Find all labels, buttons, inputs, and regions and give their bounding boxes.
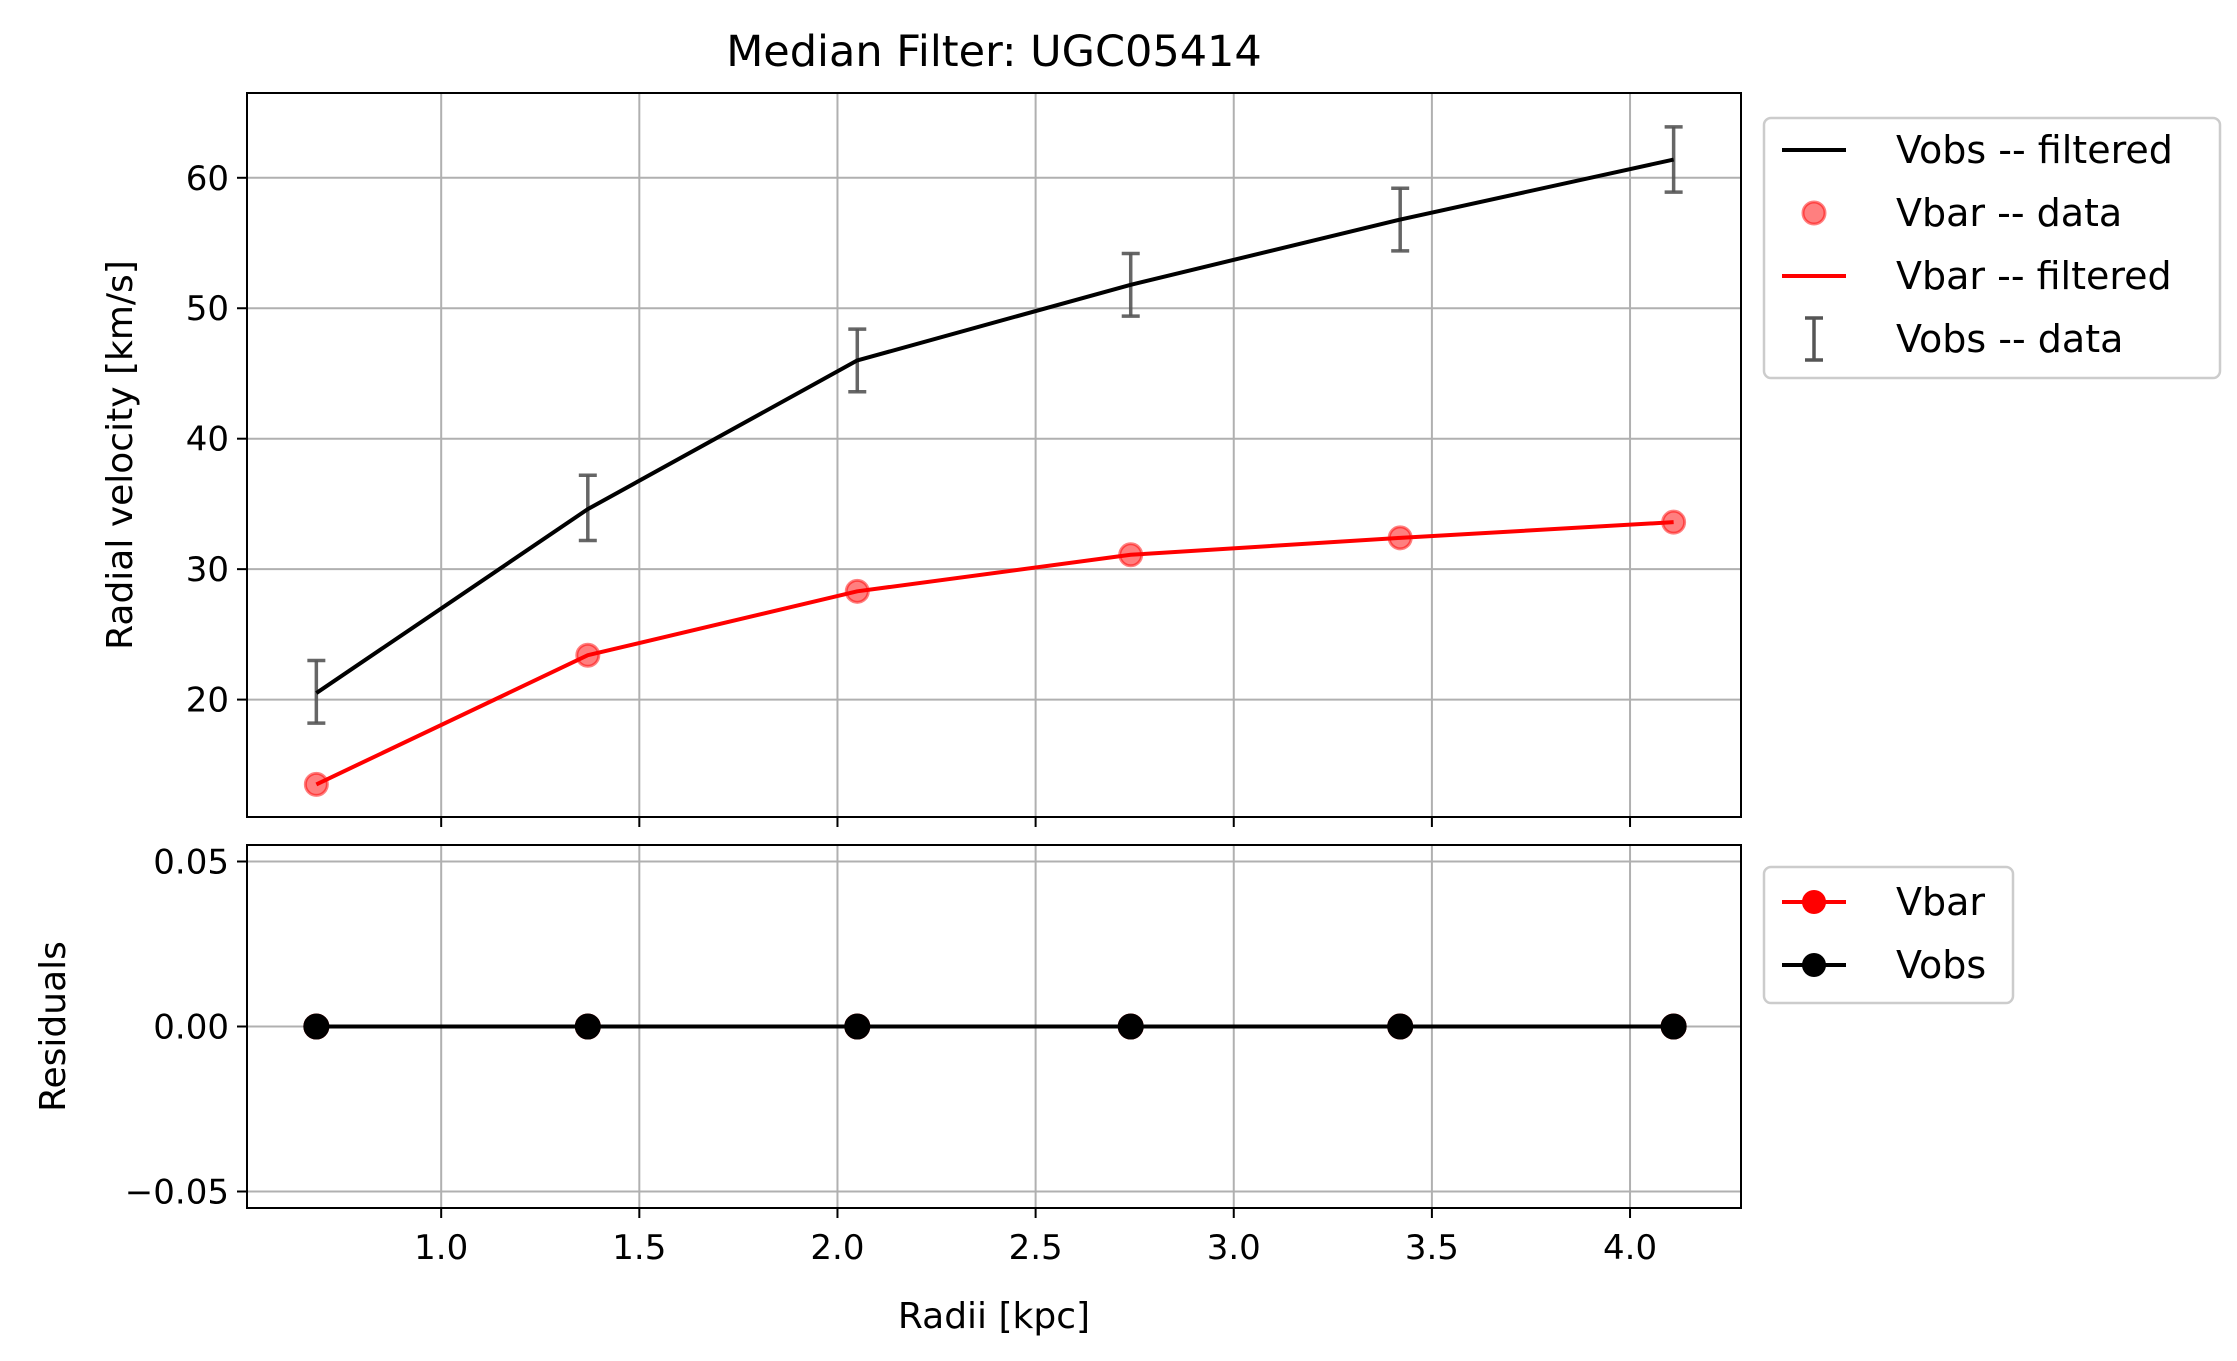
vbar-data-point — [303, 771, 329, 797]
x-tick-label: 2.5 — [1009, 1228, 1063, 1268]
legend-label: Vbar — [1896, 880, 1985, 924]
legend-label: Vobs — [1896, 943, 1986, 987]
chart-title: Median Filter: UGC05414 — [726, 27, 1262, 77]
legend-frame — [1762, 116, 2222, 380]
bottom-panel: 1.0 1.5 2.0 2.5 3.0 3.5 4.0 −0.05 0.00 0.05 Radii … — [33, 843, 2015, 1337]
legend-entry-vbar-data: Vbar -- data — [1801, 191, 2122, 235]
legend-handle — [1805, 316, 1823, 362]
legend-handle — [1782, 953, 1846, 977]
legend-label: Vbar -- data — [1896, 191, 2122, 235]
residuals-axis-label: Residuals — [33, 941, 74, 1112]
residual-point-vobs — [1387, 1013, 1414, 1040]
y-tick-label: 60 — [186, 159, 229, 199]
x-tick-label: 2.0 — [810, 1228, 864, 1268]
y-tick-label: −0.05 — [125, 1173, 229, 1213]
legend-handle — [1782, 890, 1846, 914]
vbar-filtered-line — [315, 520, 1674, 787]
legend-label: Vbar -- filtered — [1896, 254, 2172, 298]
top-data — [303, 125, 1687, 797]
x-tick-label: 3.5 — [1405, 1228, 1459, 1268]
x-tick-label: 3.0 — [1207, 1228, 1261, 1268]
y-axis-label: Radial velocity [km/s] — [100, 260, 141, 650]
y-tick-label: 50 — [186, 289, 229, 329]
x-tick-label: 4.0 — [1603, 1228, 1657, 1268]
legend-entry-vobs: Vobs — [1782, 943, 1986, 987]
legend-handle — [1801, 200, 1827, 226]
legend-entry-vbar-filtered: Vbar -- filtered — [1782, 254, 2172, 298]
vbar-data-point — [1118, 542, 1144, 568]
vbar-data-point — [1387, 525, 1413, 551]
residual-point-vobs — [1117, 1013, 1144, 1040]
residual-point-vobs — [1660, 1013, 1687, 1040]
y-tick-label: 40 — [186, 420, 229, 460]
y-tick-label: 0.00 — [153, 1008, 229, 1048]
legend-bottom: Vbar Vobs — [1762, 865, 2015, 1005]
y-tick-label: 20 — [186, 681, 229, 721]
x-tick-label: 1.5 — [612, 1228, 666, 1268]
legend-top: Vobs -- filtered Vbar -- data Vbar -- filt… — [1762, 116, 2222, 380]
y-tick-label: 30 — [186, 550, 229, 590]
legend-entry-vobs-data: Vobs -- data — [1805, 316, 2123, 362]
residual-point-vobs — [574, 1013, 601, 1040]
top-panel: 20 30 40 50 60 Median Filter: UGC05414 Radial … — [100, 27, 2222, 827]
vbar-data-point — [1661, 509, 1687, 535]
legend-entry-vobs-filtered: Vobs -- filtered — [1782, 128, 2173, 172]
bottom-data — [303, 1013, 1687, 1040]
vbar-data-point — [575, 642, 601, 668]
x-tick-label: 1.0 — [414, 1228, 468, 1268]
legend-label: Vobs -- data — [1896, 317, 2123, 361]
vbar-data-point — [844, 578, 870, 604]
y-tick-label: 0.05 — [153, 843, 229, 883]
legend-label: Vobs -- filtered — [1896, 128, 2173, 172]
plot-frame — [246, 92, 1742, 818]
residual-point-vobs — [303, 1013, 330, 1040]
x-axis-label: Radii [kpc] — [898, 1296, 1090, 1337]
vobs-filtered-line — [315, 157, 1675, 695]
residual-point-vobs — [844, 1013, 871, 1040]
legend-entry-vbar: Vbar — [1782, 880, 1985, 924]
